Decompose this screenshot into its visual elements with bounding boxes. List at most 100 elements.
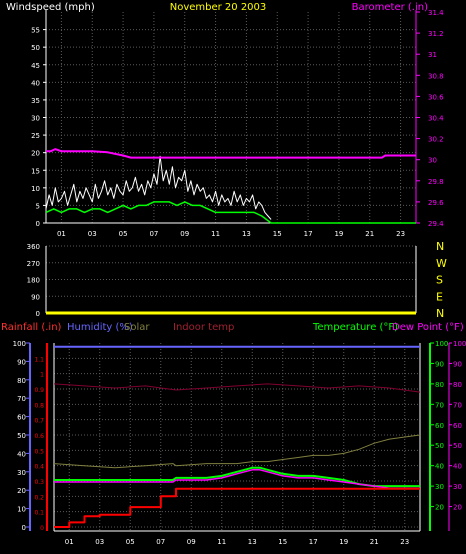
wind-tick-label: 5 [36,202,40,210]
barometer-tick-label: 30.4 [428,115,444,123]
humidity-tick-label: 20 [17,487,26,495]
hour-tick-label: 19 [334,230,343,238]
temperature-tick-label: 70 [435,401,444,409]
hour-tick-label: 23 [396,230,405,238]
humidity-tick-label: 60 [17,414,26,422]
dew-point-tick-label: 70 [453,401,462,409]
rain-tick-label: 0.9 [34,387,44,394]
dew-point-tick-label: 30 [453,483,462,491]
direction-tick-label: 270 [27,260,40,268]
temperature-tick-label: 40 [435,463,444,471]
wind-tick-label: 0 [36,220,40,228]
humidity-tick-label: 0 [22,524,26,532]
wind-tick-label: 50 [31,44,40,52]
dew-point-tick-label: 60 [453,422,462,430]
humidity-tick-label: 10 [17,506,26,514]
hour-tick-label: 13 [242,230,251,238]
hour-tick-label: 09 [180,230,189,238]
humidity-tick-label: 100 [13,340,26,348]
rain-tick-label: 0.4 [34,464,44,471]
wind-tick-label: 55 [31,27,40,35]
climate-hour-tick-label: 09 [187,538,196,546]
climate-hour-tick-label: 07 [156,538,165,546]
humidity-tick-label: 90 [17,358,26,366]
temperature-tick-label: 50 [435,442,444,450]
wind-tick-label: 10 [31,185,40,193]
barometer-tick-label: 29.6 [428,199,444,207]
dew-point-tick-label: 40 [453,463,462,471]
wind-average-line [45,201,416,224]
direction-tick-label: 360 [27,243,40,251]
hour-tick-label: 11 [211,230,220,238]
rain-tick-label: 0.3 [34,479,44,486]
barometer-tick-label: 31.2 [428,30,444,38]
rain-tick-label: 0 [40,525,44,532]
temperature-label: Temperature (°F) [312,322,398,333]
barometer-tick-label: 30.8 [428,72,444,80]
compass-label: S [436,274,443,287]
climate-hour-tick-label: 13 [248,538,257,546]
temperature-tick-label: 90 [435,360,444,368]
wind-title: November 20 2003 [170,2,267,13]
rain-tick-label: 0.7 [34,418,44,425]
compass-label: W [436,257,447,270]
rain-tick-label: 0.2 [34,494,44,501]
temperature-tick-label: 20 [435,504,444,512]
wind-tick-label: 20 [31,150,40,158]
barometer-tick-label: 30.2 [428,136,444,144]
compass-label: N [436,240,444,253]
rain-tick-label: 0.1 [34,510,44,517]
wind-tick-label: 30 [31,115,40,123]
temperature-tick-label: 60 [435,422,444,430]
wind-left-label: Windspeed (mph) [6,2,95,13]
barometer-tick-label: 29.4 [428,220,444,228]
barometer-tick-label: 30.6 [428,93,444,101]
direction-tick-label: 0 [36,310,40,318]
humidity-tick-label: 80 [17,377,26,385]
hour-tick-label: 05 [119,230,128,238]
hour-tick-label: 07 [149,230,158,238]
humidity-tick-label: 70 [17,395,26,403]
temperature-line [54,466,420,488]
dew-point-line [54,469,420,489]
dew-point-tick-label: 20 [453,504,462,512]
wind-tick-label: 35 [31,97,40,105]
hour-tick-label: 03 [88,230,97,238]
wind-panel: November 20 2003 Windspeed (mph) Baromet… [6,2,444,238]
climate-hour-tick-label: 11 [217,538,226,546]
rain-tick-label: 1.1 [34,356,44,363]
indoor-temp-label: Indoor temp [173,322,234,333]
humidity-tick-label: 30 [17,469,26,477]
temperature-tick-label: 80 [435,381,444,389]
direction-tick-label: 180 [27,277,40,285]
solar-line [53,434,421,469]
barometer-tick-label: 31 [428,51,437,59]
climate-panel: Rainfall (.in) Humidity (%) Solar Indoor… [1,322,466,546]
hour-tick-label: 21 [365,230,374,238]
wind-tick-label: 40 [31,79,40,87]
wind-tick-label: 25 [31,132,40,140]
climate-hour-tick-label: 05 [126,538,135,546]
rainfall-line [54,487,420,528]
climate-hour-tick-label: 21 [370,538,379,546]
dew-point-tick-label: 50 [453,442,462,450]
climate-hour-tick-label: 23 [400,538,409,546]
dew-point-tick-label: 100 [453,340,466,348]
direction-tick-label: 90 [31,293,40,301]
climate-hour-tick-label: 17 [309,538,318,546]
humidity-tick-label: 50 [17,432,26,440]
dew-point-label: Dew Point (°F) [392,322,464,333]
hour-tick-label: 15 [273,230,282,238]
barometer-right-label: Barometer (.in) [352,2,428,13]
wind-tick-label: 45 [31,62,40,70]
hour-tick-label: 01 [57,230,66,238]
wind-gust-line [45,155,272,220]
compass-label: N [436,307,444,320]
rain-tick-label: 0.5 [34,448,44,455]
compass-label: E [436,290,443,303]
climate-hour-tick-label: 15 [278,538,287,546]
rain-tick-label: 1 [40,372,44,379]
rainfall-label: Rainfall (.in) [1,322,62,333]
wind-tick-label: 15 [31,167,40,175]
